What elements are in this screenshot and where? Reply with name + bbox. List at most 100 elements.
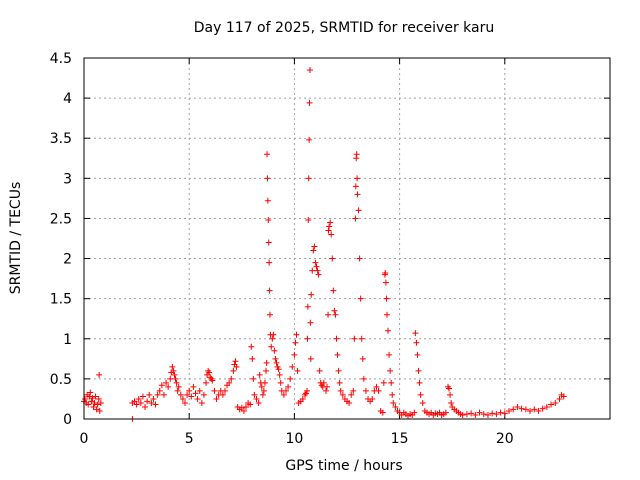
data-point <box>82 395 89 402</box>
data-point <box>293 331 300 338</box>
data-point <box>308 291 315 298</box>
data-point <box>249 355 256 362</box>
data-point <box>325 227 332 234</box>
data-point <box>148 399 155 406</box>
grid <box>84 58 610 419</box>
data-point <box>307 355 314 362</box>
data-point <box>96 407 103 414</box>
data-point <box>251 391 258 398</box>
data-point <box>306 99 313 106</box>
data-point <box>311 243 318 250</box>
data-point <box>501 410 508 417</box>
data-point <box>412 330 419 337</box>
data-point <box>331 307 338 314</box>
data-point <box>313 263 320 270</box>
data-point <box>190 383 197 390</box>
data-point <box>268 343 275 350</box>
data-point <box>260 387 267 394</box>
data-point <box>506 407 513 414</box>
data-point <box>146 391 153 398</box>
data-point <box>472 411 479 418</box>
data-point <box>184 391 191 398</box>
data-point <box>97 399 104 406</box>
x-tick-label: 20 <box>496 431 514 447</box>
data-point <box>419 399 426 406</box>
data-point <box>259 391 266 398</box>
data-point <box>154 391 161 398</box>
x-tick-label: 15 <box>391 431 409 447</box>
data-point <box>416 379 423 386</box>
data-point <box>181 399 188 406</box>
data-point <box>200 391 207 398</box>
data-point <box>152 401 159 408</box>
data-point <box>489 410 496 417</box>
data-point <box>228 375 235 382</box>
data-point <box>306 67 313 74</box>
data-point <box>305 217 312 224</box>
data-point <box>446 385 453 392</box>
data-point <box>354 175 361 182</box>
data-point <box>522 406 529 413</box>
data-point <box>379 409 386 416</box>
data-point <box>289 363 296 370</box>
data-point <box>198 399 205 406</box>
data-point <box>282 387 289 394</box>
data-point <box>266 259 273 266</box>
data-point <box>459 411 466 418</box>
y-axis-label: SRMTID / TECUs <box>8 182 24 295</box>
data-point <box>535 407 542 414</box>
y-tick-label: 3 <box>63 171 72 187</box>
data-point <box>304 387 311 394</box>
data-point <box>91 399 98 406</box>
data-point <box>383 295 390 302</box>
data-point <box>312 259 319 266</box>
data-point <box>390 399 397 406</box>
data-point <box>326 223 333 230</box>
data-point <box>273 359 280 366</box>
data-point <box>336 379 343 386</box>
data-point <box>186 387 193 394</box>
data-point <box>548 401 555 408</box>
data-point <box>369 395 376 402</box>
data-point <box>271 347 278 354</box>
data-point <box>415 367 422 374</box>
data-point <box>294 367 301 374</box>
data-point <box>354 191 361 198</box>
data-point <box>219 391 226 398</box>
data-point <box>192 390 199 397</box>
data-point <box>362 387 369 394</box>
data-point <box>133 401 140 408</box>
data-point <box>243 403 250 410</box>
y-tick-label: 3.5 <box>50 131 72 147</box>
data-point <box>213 395 220 402</box>
data-point <box>89 395 96 402</box>
axis-ticks: 0 0.5 1 1.5 2 2.5 3 3.5 4 4.5 0 5 10 15 20 <box>50 51 610 447</box>
data-point <box>382 279 389 286</box>
data-point <box>552 399 559 406</box>
data-point <box>156 387 163 394</box>
data-point <box>307 319 314 326</box>
data-point <box>315 271 322 278</box>
data-point <box>329 255 336 262</box>
data-point <box>263 359 270 366</box>
data-point <box>316 367 323 374</box>
data-point <box>172 375 179 382</box>
data-point <box>230 367 237 374</box>
data-point <box>287 375 294 382</box>
data-point <box>476 409 483 416</box>
data-point <box>493 411 500 418</box>
data-point <box>383 311 390 318</box>
data-point <box>177 391 184 398</box>
data-point <box>330 287 337 294</box>
data-point <box>352 183 359 190</box>
data-point <box>256 371 263 378</box>
data-point <box>386 351 393 358</box>
data-point <box>299 395 306 402</box>
x-tick-label: 10 <box>285 431 303 447</box>
data-point <box>255 399 262 406</box>
data-point <box>310 247 317 254</box>
data-point <box>94 401 101 408</box>
data-point <box>514 403 521 410</box>
data-point <box>357 295 364 302</box>
